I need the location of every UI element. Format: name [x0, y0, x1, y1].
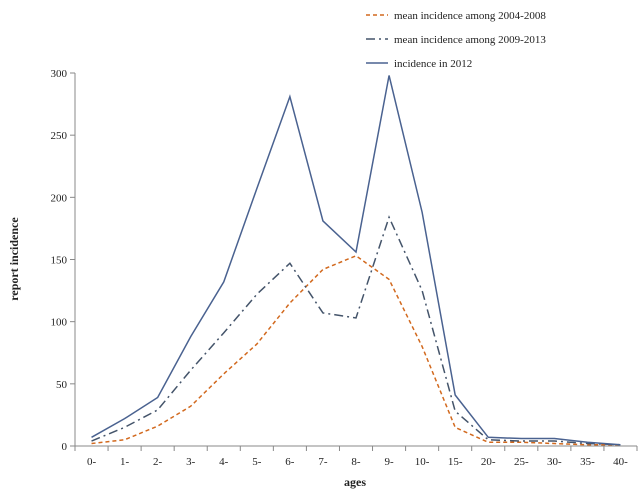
legend-label: mean incidence among 2009-2013	[394, 34, 546, 46]
x-tick-label: 20-	[481, 456, 496, 468]
x-tick-label: 40-	[613, 456, 628, 468]
series-line-1	[91, 254, 621, 446]
x-tick-label: 2-	[153, 456, 163, 468]
y-tick-label: 250	[51, 130, 68, 142]
y-tick-label: 50	[56, 379, 68, 391]
y-axis-label: report incidence	[7, 217, 21, 301]
y-tick-label: 150	[51, 255, 68, 267]
x-tick-label: 9-	[384, 456, 394, 468]
legend-label: incidence in 2012	[394, 58, 472, 70]
x-tick-label: 1-	[120, 456, 130, 468]
y-tick-label: 0	[62, 441, 68, 453]
legend-label: mean incidence among 2004-2008	[394, 10, 546, 22]
x-tick-label: 5-	[252, 456, 262, 468]
x-tick-label: 3-	[186, 456, 196, 468]
x-tick-label: 7-	[318, 456, 328, 468]
y-tick-labels: 0 50 100 150 200 250 300	[51, 68, 68, 453]
x-axis-label: ages	[344, 475, 366, 489]
x-tick-labels: 0- 1- 2- 3- 4- 5- 6- 7- 8- 9- 10- 15- 20- 25- 30- 35- 40…	[87, 456, 628, 468]
x-tick-label: 4-	[219, 456, 229, 468]
x-tick-label: 0-	[87, 456, 97, 468]
series-line-2	[91, 215, 621, 446]
legend: mean incidence among 2004-2008 mean incid…	[366, 10, 546, 70]
x-tick-label: 6-	[285, 456, 295, 468]
x-tick-label: 35-	[580, 456, 595, 468]
x-tick-label: 15-	[448, 456, 463, 468]
x-tick-label: 10-	[415, 456, 430, 468]
series-line-3	[91, 75, 621, 446]
series-lines	[91, 75, 621, 446]
x-tick-label: 25-	[514, 456, 529, 468]
y-tick-label: 100	[51, 317, 68, 329]
x-tick-label: 30-	[547, 456, 562, 468]
y-tick-label: 300	[51, 68, 68, 80]
y-tick-label: 200	[51, 192, 68, 204]
axes	[70, 72, 638, 451]
x-tick-label: 8-	[351, 456, 361, 468]
